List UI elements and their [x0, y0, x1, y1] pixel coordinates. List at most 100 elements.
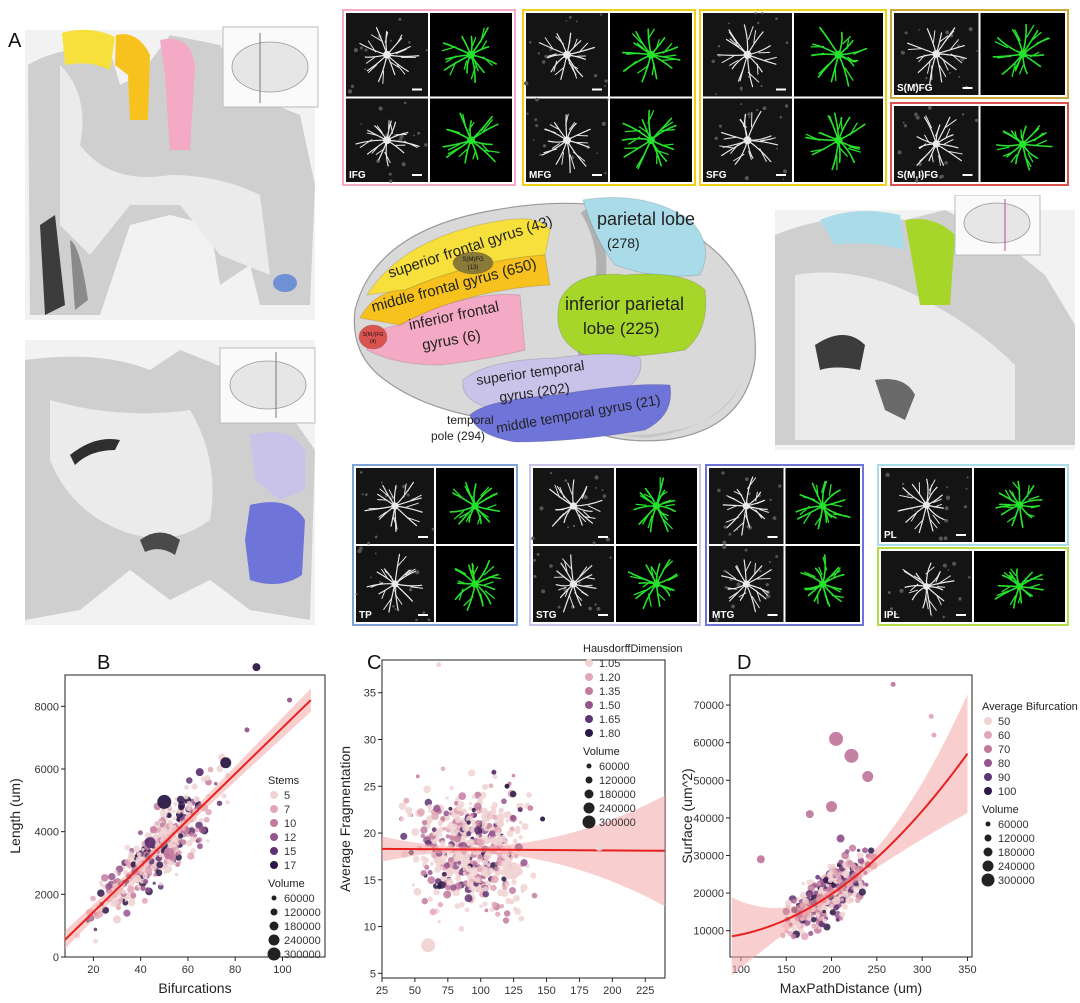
- background-speck: [715, 617, 719, 622]
- background-speck: [389, 179, 393, 183]
- legend-size-swatch: [271, 895, 277, 901]
- reconstruction-astrocyte-branch: [799, 505, 811, 516]
- data-point: [815, 874, 820, 880]
- background-speck: [942, 615, 945, 619]
- data-point: [836, 834, 845, 843]
- background-speck: [918, 29, 920, 31]
- reconstruction-astrocyte-branch: [844, 67, 854, 81]
- micrograph-astrocyte-branch: [754, 562, 756, 575]
- data-point: [116, 905, 122, 911]
- background-speck: [778, 484, 782, 488]
- data-point: [850, 889, 854, 894]
- data-point: [462, 808, 467, 814]
- data-point: [807, 884, 815, 892]
- reconstruction-astrocyte-branch: [811, 52, 825, 57]
- x-tick-label: 150: [537, 985, 555, 997]
- background-speck: [759, 569, 762, 573]
- micrograph-astrocyte-soma: [391, 502, 399, 510]
- x-tick-label: 150: [777, 964, 795, 976]
- data-point: [185, 805, 192, 812]
- data-point: [862, 771, 874, 783]
- reconstruction-astrocyte-branch: [827, 115, 834, 127]
- background-speck: [739, 86, 743, 90]
- data-point: [844, 748, 859, 763]
- legend-size-label: 120000: [998, 833, 1035, 845]
- data-point: [179, 817, 184, 822]
- micrograph-astrocyte-branch: [569, 121, 576, 130]
- data-point: [806, 892, 812, 898]
- data-point: [158, 881, 163, 886]
- x-tick-label: 350: [958, 964, 976, 976]
- data-point: [434, 866, 442, 873]
- legend-size-label: 240000: [284, 935, 321, 947]
- legend-swatch: [585, 659, 593, 667]
- reconstruction-astrocyte-branch: [831, 587, 841, 593]
- trend-line: [381, 847, 666, 852]
- background-speck: [961, 113, 965, 116]
- reconstruction-astrocyte-branch: [1003, 151, 1013, 157]
- data-point: [220, 757, 232, 769]
- reconstruction-astrocyte-soma: [647, 136, 655, 145]
- x-tick-label: 300: [913, 964, 931, 976]
- x-tick-label: 25: [376, 985, 388, 997]
- data-point: [125, 893, 132, 900]
- data-point: [287, 697, 293, 703]
- micrograph-astrocyte-branch: [405, 568, 416, 576]
- scale-bar: [956, 534, 966, 536]
- background-speck: [359, 46, 364, 50]
- micrograph-astrocyte-branch: [925, 566, 935, 575]
- reconstruction-astrocyte-branch: [1009, 595, 1017, 606]
- reconstruction-astrocyte-branch: [1014, 29, 1021, 42]
- data-point: [133, 874, 142, 883]
- scale-bar: [962, 87, 973, 89]
- data-point: [454, 855, 462, 863]
- micrograph-astrocyte-soma: [383, 136, 391, 145]
- micrograph-astrocyte-branch: [910, 583, 919, 592]
- sfg-region-slice: [62, 29, 115, 70]
- data-point: [468, 802, 473, 806]
- data-point: [464, 907, 470, 913]
- data-point: [510, 814, 516, 821]
- micrograph-astrocyte-branch: [567, 482, 573, 495]
- micrograph-astrocyte-soma: [563, 50, 571, 59]
- data-point: [790, 933, 797, 940]
- data-point: [480, 864, 485, 869]
- reconstruction-astrocyte-branch: [480, 118, 491, 132]
- reconstruction-astrocyte-branch: [805, 133, 821, 141]
- reconstruction-astrocyte-branch: [1030, 31, 1042, 42]
- micrograph-astrocyte-branch: [936, 586, 946, 588]
- reconstruction-astrocyte-soma: [471, 502, 479, 510]
- x-tick-label: 100: [472, 985, 490, 997]
- reconstruction-astrocyte-branch: [822, 556, 828, 571]
- reconstruction-astrocyte-branch: [465, 513, 471, 523]
- background-speck: [607, 98, 609, 101]
- reconstruction-astrocyte-branch: [650, 566, 654, 578]
- reconstruction-astrocyte-branch: [1010, 154, 1018, 163]
- micrograph-astrocyte-branch: [562, 558, 572, 570]
- reconstruction-astrocyte-branch: [468, 122, 475, 131]
- data-point: [818, 916, 823, 921]
- scale-bar: [418, 614, 428, 616]
- data-point: [252, 663, 261, 672]
- data-point: [494, 838, 502, 846]
- micrograph-astrocyte-branch: [409, 494, 422, 502]
- background-speck: [536, 553, 540, 557]
- reconstruction-astrocyte-branch: [662, 518, 673, 530]
- micrograph-astrocyte-branch: [743, 114, 747, 127]
- background-speck: [885, 472, 890, 478]
- background-speck: [958, 597, 962, 601]
- data-point: [176, 795, 185, 804]
- label-smfg-2: (13): [468, 265, 479, 271]
- background-speck: [968, 575, 971, 579]
- cell-panel-ifg: IFG: [342, 9, 516, 186]
- reconstruction-astrocyte-branch: [488, 576, 501, 580]
- x-tick-label: 125: [504, 985, 522, 997]
- data-point: [479, 904, 483, 909]
- reconstruction-astrocyte-branch: [1007, 515, 1017, 523]
- legend-swatch: [585, 701, 593, 709]
- data-point: [189, 832, 194, 837]
- data-point: [196, 837, 203, 843]
- data-point: [455, 875, 462, 882]
- micrograph-astrocyte-branch: [729, 60, 739, 66]
- cell-panel-label: MFG: [529, 170, 551, 181]
